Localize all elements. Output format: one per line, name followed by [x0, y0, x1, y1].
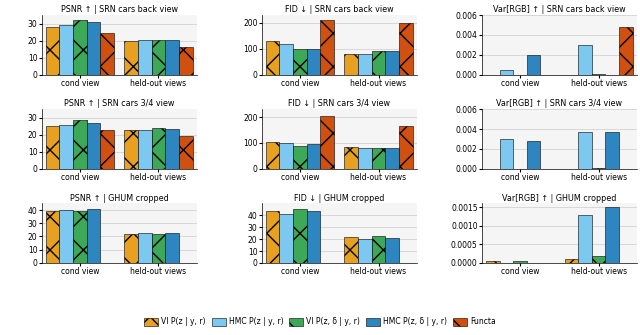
Bar: [372, 148, 385, 169]
Bar: [60, 210, 73, 263]
Bar: [399, 23, 413, 75]
Bar: [293, 49, 307, 75]
Bar: [60, 125, 73, 169]
Bar: [86, 22, 100, 75]
Bar: [372, 236, 385, 263]
Bar: [578, 45, 592, 75]
Bar: [124, 130, 138, 169]
Title: Var[RGB] ↑ | SRN cars 3/4 view: Var[RGB] ↑ | SRN cars 3/4 view: [496, 99, 622, 109]
Bar: [358, 239, 372, 263]
Bar: [592, 74, 605, 75]
Bar: [124, 234, 138, 263]
Bar: [165, 40, 179, 75]
Bar: [280, 214, 293, 263]
Bar: [513, 261, 527, 263]
Bar: [592, 168, 605, 169]
Bar: [73, 211, 86, 263]
Bar: [578, 214, 592, 263]
Bar: [592, 256, 605, 263]
Bar: [486, 261, 500, 263]
Bar: [605, 132, 619, 169]
Title: Var[RGB] ↑ | SRN cars back view: Var[RGB] ↑ | SRN cars back view: [493, 5, 626, 14]
Bar: [100, 33, 114, 75]
Bar: [344, 147, 358, 169]
Title: FID ↓ | SRN cars back view: FID ↓ | SRN cars back view: [285, 5, 394, 14]
Bar: [344, 54, 358, 75]
Bar: [321, 20, 334, 75]
Bar: [358, 54, 372, 75]
Bar: [152, 40, 165, 75]
Bar: [293, 209, 307, 263]
Bar: [152, 128, 165, 169]
Bar: [321, 116, 334, 169]
Bar: [385, 51, 399, 75]
Bar: [293, 145, 307, 169]
Bar: [307, 49, 321, 75]
Bar: [100, 130, 114, 169]
Bar: [280, 143, 293, 169]
Bar: [280, 44, 293, 75]
Bar: [344, 238, 358, 263]
Bar: [138, 233, 152, 263]
Bar: [399, 126, 413, 169]
Bar: [138, 130, 152, 169]
Bar: [165, 129, 179, 169]
Bar: [60, 25, 73, 75]
Bar: [165, 232, 179, 263]
Bar: [527, 55, 540, 75]
Bar: [152, 234, 165, 263]
Bar: [605, 207, 619, 263]
Bar: [86, 123, 100, 169]
Bar: [358, 148, 372, 169]
Bar: [86, 209, 100, 263]
Bar: [124, 41, 138, 75]
Bar: [73, 20, 86, 75]
Bar: [45, 211, 60, 263]
Legend: VI P(z | y, r), HMC P(z | y, r), VI P(z, δ | y, r), HMC P(z, δ | y, r), Functa: VI P(z | y, r), HMC P(z | y, r), VI P(z,…: [141, 314, 499, 330]
Bar: [500, 70, 513, 75]
Bar: [266, 142, 280, 169]
Bar: [527, 141, 540, 169]
Bar: [179, 48, 193, 75]
Bar: [179, 136, 193, 169]
Bar: [500, 139, 513, 169]
Bar: [45, 126, 60, 169]
Bar: [266, 41, 280, 75]
Bar: [385, 148, 399, 169]
Bar: [578, 132, 592, 169]
Bar: [385, 238, 399, 263]
Bar: [138, 40, 152, 75]
Title: PSNR ↑ | SRN cars 3/4 view: PSNR ↑ | SRN cars 3/4 view: [64, 99, 174, 109]
Bar: [307, 210, 321, 263]
Title: PSNR ↑ | GHUM cropped: PSNR ↑ | GHUM cropped: [70, 194, 168, 203]
Title: FID ↓ | GHUM cropped: FID ↓ | GHUM cropped: [294, 194, 385, 203]
Bar: [73, 120, 86, 169]
Bar: [307, 144, 321, 169]
Bar: [619, 27, 633, 75]
Bar: [372, 51, 385, 75]
Title: Var[RGB] ↑ | GHUM cropped: Var[RGB] ↑ | GHUM cropped: [502, 194, 616, 203]
Bar: [45, 27, 60, 75]
Bar: [564, 259, 578, 263]
Title: FID ↓ | SRN cars 3/4 view: FID ↓ | SRN cars 3/4 view: [288, 99, 390, 109]
Bar: [266, 210, 280, 263]
Title: PSNR ↑ | SRN cars back view: PSNR ↑ | SRN cars back view: [61, 5, 178, 14]
